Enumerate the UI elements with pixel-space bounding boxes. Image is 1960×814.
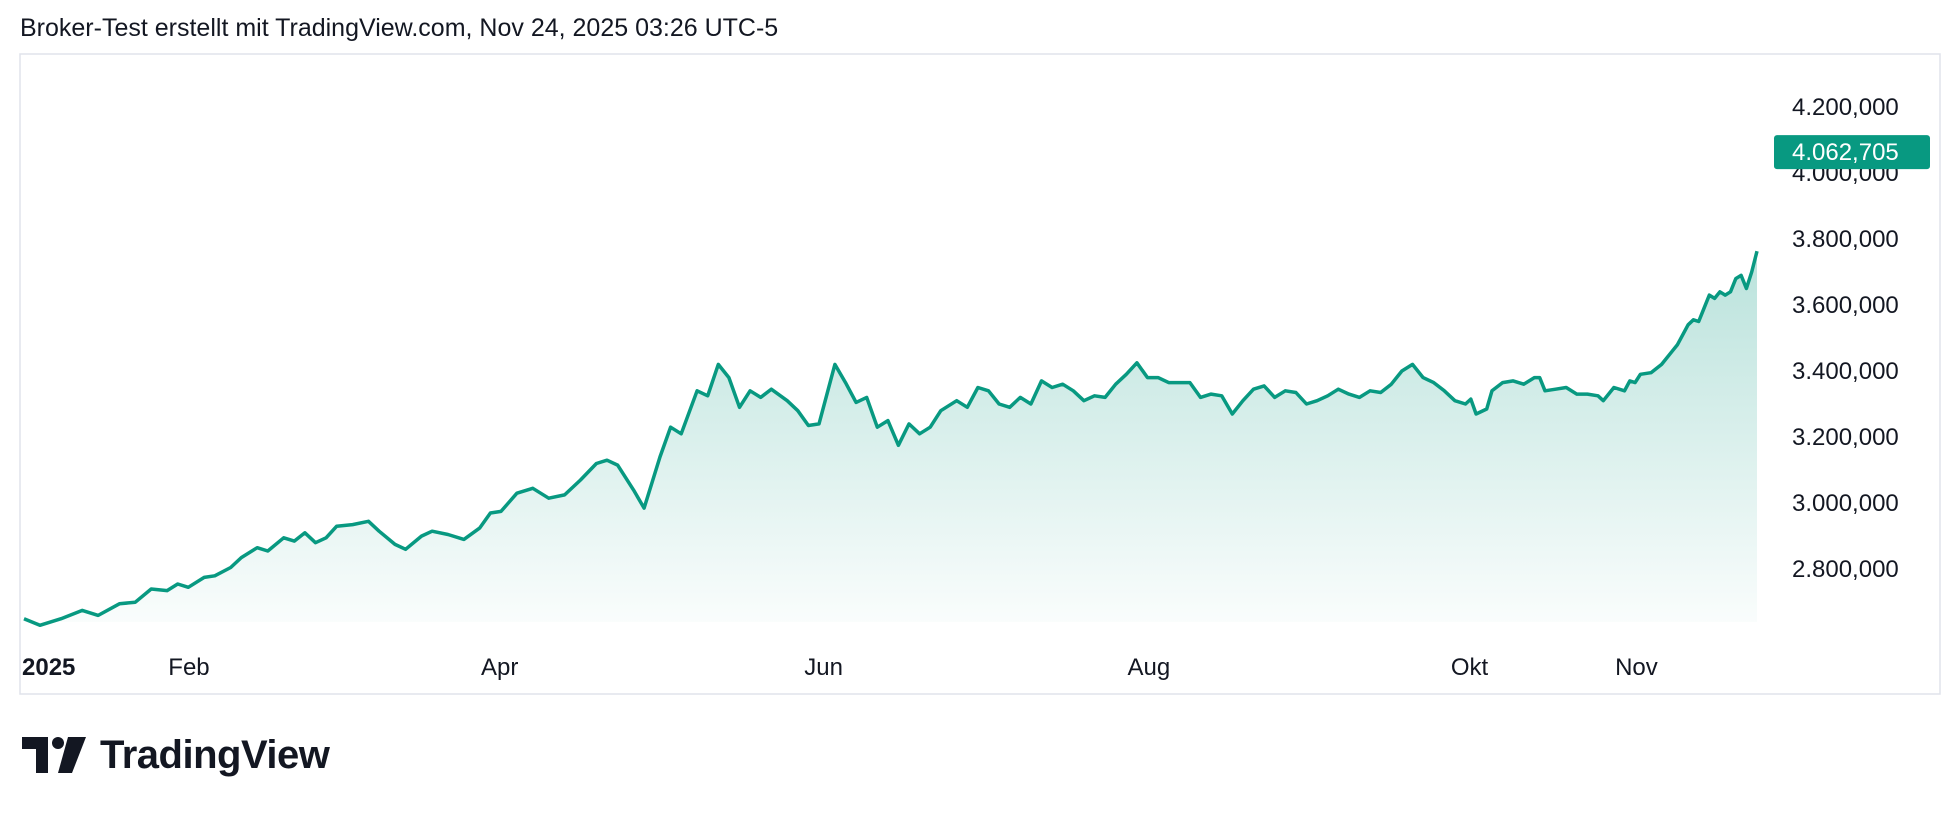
- y-tick-label: 3.000,000: [1792, 490, 1899, 517]
- last-price-tag: 4.062,705: [1774, 135, 1930, 170]
- x-tick-label: Feb: [168, 654, 209, 681]
- last-price-tag-bg: [1774, 135, 1930, 170]
- y-tick-label: 4.200,000: [1792, 94, 1899, 121]
- y-tick-label: 3.400,000: [1792, 358, 1899, 385]
- x-tick-label: Nov: [1615, 654, 1658, 681]
- tradingview-logo-icon: [22, 737, 86, 773]
- x-tick-label: Jun: [804, 654, 843, 681]
- y-tick-label: 3.200,000: [1792, 424, 1899, 451]
- y-tick-label: 3.800,000: [1792, 226, 1899, 253]
- last-price-label: 4.062,705: [1792, 139, 1899, 166]
- price-area: [24, 251, 1757, 626]
- tradingview-logo-text: TradingView: [100, 732, 330, 777]
- y-tick-label: 3.600,000: [1792, 292, 1899, 319]
- x-tick-label: Apr: [481, 654, 518, 681]
- x-axis: 2025 Feb Apr Jun Aug Okt Nov: [22, 654, 1658, 681]
- x-tick-label: 2025: [22, 654, 75, 681]
- x-tick-label: Aug: [1128, 654, 1171, 681]
- chart-frame: [19, 53, 1941, 695]
- x-tick-label: Okt: [1451, 654, 1489, 681]
- tradingview-logo[interactable]: TradingView: [22, 730, 330, 780]
- y-tick-label: 2.800,000: [1792, 556, 1899, 583]
- chart-header: Broker-Test erstellt mit TradingView.com…: [20, 14, 779, 42]
- price-line[interactable]: [23, 250, 1759, 628]
